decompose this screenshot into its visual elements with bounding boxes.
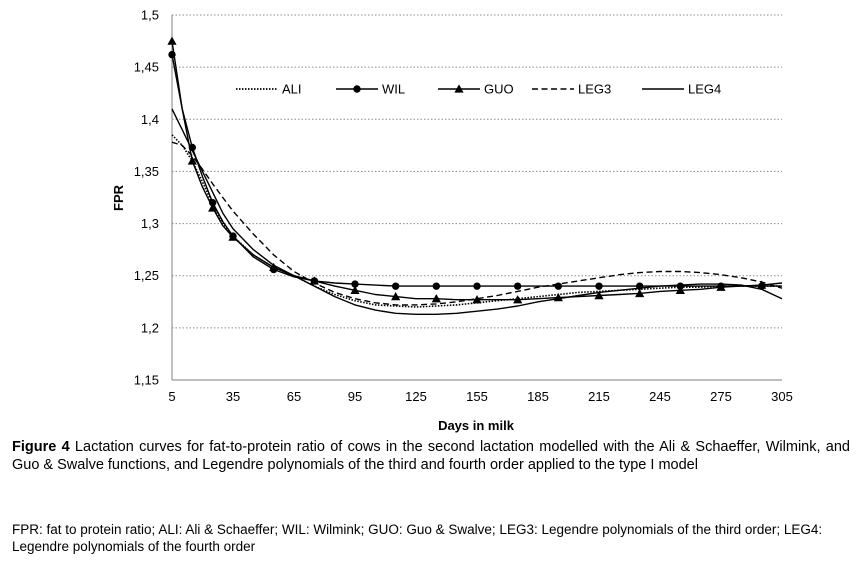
data-point-wil bbox=[635, 282, 644, 290]
figure-caption-text: Lactation curves for fat-to-protein rati… bbox=[12, 439, 850, 473]
y-tick-label: 1,4 bbox=[141, 112, 159, 127]
grid-lines bbox=[172, 14, 782, 329]
legend-label: LEG3 bbox=[578, 82, 611, 97]
data-point-guo bbox=[208, 203, 218, 212]
legend-item-wil: WIL bbox=[336, 82, 405, 97]
series-markers-wil bbox=[168, 50, 766, 290]
figure-footnote: FPR: fat to protein ratio; ALI: Ali & Sc… bbox=[12, 522, 823, 554]
data-point-wil bbox=[473, 282, 481, 290]
y-axis: 1,15 1,2 1,25 1,3 1,35 1,4 1,45 1,5 bbox=[134, 8, 173, 388]
data-point-guo bbox=[309, 276, 319, 285]
data-point-wil bbox=[168, 50, 176, 59]
data-point-guo bbox=[391, 291, 401, 301]
data-point-wil bbox=[554, 282, 563, 290]
data-point-guo bbox=[757, 280, 767, 289]
data-point-guo bbox=[431, 294, 441, 303]
data-point-wil bbox=[391, 282, 400, 290]
data-point-guo bbox=[716, 282, 726, 291]
series-markers bbox=[167, 36, 767, 304]
data-point-guo bbox=[472, 295, 482, 304]
data-point-guo bbox=[513, 295, 523, 304]
data-point-guo bbox=[167, 36, 177, 45]
legend-label: ALI bbox=[282, 82, 302, 97]
y-tick-label: 1,3 bbox=[141, 216, 159, 231]
data-point-wil bbox=[351, 280, 359, 288]
lactation-chart: 5 35 65 95 125 155 185 215 245 275 305 1,15 1,2 1,25… bbox=[111, 8, 793, 434]
chart-legend: ALI WIL GUO LEG3 LEG4 bbox=[236, 82, 721, 97]
legend-label: GUO bbox=[484, 82, 514, 97]
data-point-guo bbox=[635, 288, 645, 298]
legend-item-ali: ALI bbox=[236, 82, 302, 97]
x-tick-label: 95 bbox=[348, 389, 362, 404]
y-tick-label: 1,5 bbox=[141, 8, 159, 23]
data-point-guo bbox=[187, 156, 197, 165]
data-point-wil bbox=[208, 199, 217, 207]
y-axis-title: FPR bbox=[111, 184, 126, 211]
data-point-guo bbox=[594, 290, 604, 300]
data-point-guo bbox=[675, 285, 685, 294]
series-line-guo bbox=[171, 40, 783, 301]
data-point-wil bbox=[513, 282, 522, 290]
x-axis: 5 35 65 95 125 155 185 215 245 275 305 bbox=[168, 379, 793, 404]
x-tick-label: 155 bbox=[466, 389, 488, 404]
y-tick-label: 1,2 bbox=[141, 320, 159, 335]
series-markers-guo bbox=[167, 36, 767, 304]
data-point-guo bbox=[553, 293, 563, 302]
x-tick-label: 35 bbox=[226, 389, 240, 404]
x-tick-label: 65 bbox=[287, 389, 301, 404]
legend-item-leg3: LEG3 bbox=[532, 82, 611, 97]
x-tick-label: 125 bbox=[405, 389, 427, 404]
y-tick-label: 1,25 bbox=[134, 268, 159, 283]
figure-label: Figure 4 bbox=[12, 439, 70, 455]
legend-marker bbox=[454, 84, 464, 93]
y-tick-label: 1,15 bbox=[134, 373, 159, 388]
y-tick-label: 1,35 bbox=[134, 164, 159, 179]
x-tick-label: 215 bbox=[588, 389, 610, 404]
legend-marker bbox=[353, 85, 361, 93]
series-line-leg3 bbox=[171, 141, 783, 306]
data-point-wil bbox=[432, 282, 441, 290]
data-point-guo bbox=[269, 262, 279, 272]
figure-caption: Figure 4 Lactation curves for fat-to-pro… bbox=[12, 438, 850, 474]
legend-label: LEG4 bbox=[688, 82, 721, 97]
series-line-leg4 bbox=[171, 108, 783, 315]
legend-label: WIL bbox=[382, 82, 405, 97]
x-tick-label: 275 bbox=[710, 389, 732, 404]
data-point-wil bbox=[595, 282, 603, 290]
legend-item-guo: GUO bbox=[438, 82, 514, 97]
series-lines bbox=[171, 40, 783, 315]
x-tick-label: 305 bbox=[771, 389, 793, 404]
x-tick-label: 245 bbox=[649, 389, 671, 404]
data-point-guo bbox=[228, 232, 238, 241]
legend-item-leg4: LEG4 bbox=[642, 82, 721, 97]
data-point-guo bbox=[350, 285, 360, 294]
x-tick-label: 5 bbox=[168, 389, 175, 404]
y-tick-label: 1,45 bbox=[134, 60, 159, 75]
series-line-ali bbox=[171, 134, 782, 308]
x-axis-title: Days in milk bbox=[438, 418, 515, 433]
x-tick-label: 185 bbox=[527, 389, 549, 404]
data-point-wil bbox=[188, 143, 197, 152]
